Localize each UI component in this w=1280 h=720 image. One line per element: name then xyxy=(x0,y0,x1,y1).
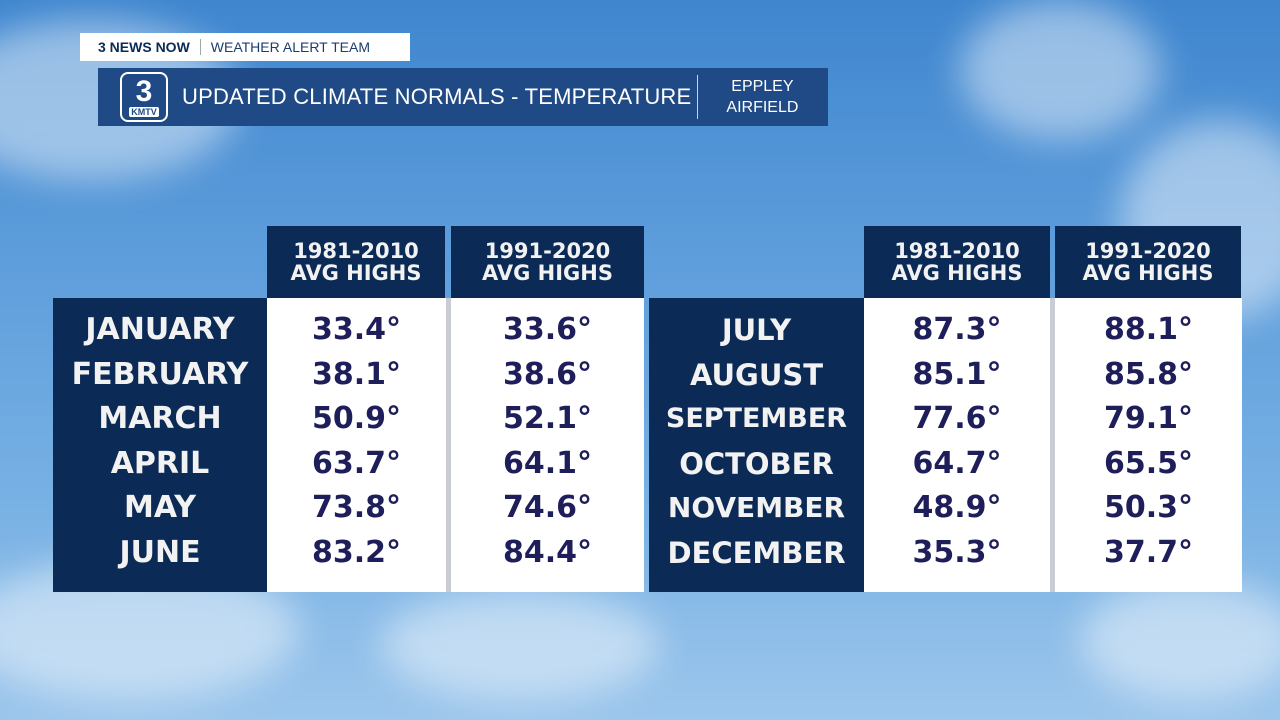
header-line: 1991-2020 xyxy=(484,239,611,263)
title-bar: 3 KMTV UPDATED CLIMATE NORMALS - TEMPERAT… xyxy=(98,68,828,126)
month-label: SEPTEMBER xyxy=(665,403,848,434)
value-cell: 74.6° xyxy=(502,490,593,525)
header-1991-2020-left: 1991-2020 AVG HIGHS xyxy=(451,226,644,298)
location-line: AIRFIELD xyxy=(726,99,799,116)
month-label: JULY xyxy=(721,313,792,347)
months-column-left: JANUARY FEBRUARY MARCH APRIL MAY JUNE xyxy=(53,298,267,592)
page-title: UPDATED CLIMATE NORMALS - TEMPERATURE xyxy=(182,84,692,109)
value-cell: 50.9° xyxy=(311,401,402,436)
value-cell: 85.8° xyxy=(1103,356,1194,392)
month-label: DECEMBER xyxy=(667,535,846,570)
header-1991-2020-right: 1991-2020 AVG HIGHS xyxy=(1055,226,1241,298)
values-1981-2010-left: 33.4° 38.1° 50.9° 63.7° 73.8° 83.2° xyxy=(267,298,446,592)
header-line: AVG HIGHS xyxy=(482,261,613,285)
month-label: NOVEMBER xyxy=(667,491,846,524)
value-cell: 37.7° xyxy=(1103,534,1194,570)
value-cell: 64.7° xyxy=(912,445,1002,481)
header-line: 1981-2010 xyxy=(894,239,1020,263)
value-cell: 35.3° xyxy=(912,534,1002,570)
value-cell: 88.1° xyxy=(1103,312,1194,347)
news-banner: 3 NEWS NOW WEATHER ALERT TEAM xyxy=(80,33,410,61)
value-cell: 52.1° xyxy=(502,401,593,436)
value-cell: 85.1° xyxy=(912,356,1002,392)
logo-callsign: KMTV xyxy=(129,107,159,117)
header-line: AVG HIGHS xyxy=(1082,261,1214,285)
column-divider xyxy=(446,298,451,592)
month-label: OCTOBER xyxy=(679,446,834,481)
month-label: AUGUST xyxy=(689,357,824,392)
value-cell: 79.1° xyxy=(1103,401,1194,436)
values-1991-2020-left: 33.6° 38.6° 52.1° 64.1° 74.6° 84.4° xyxy=(451,298,644,592)
month-label: FEBRUARY xyxy=(71,356,249,392)
month-label: JUNE xyxy=(119,534,201,570)
header-line: AVG HIGHS xyxy=(290,261,422,285)
value-cell: 84.4° xyxy=(502,534,593,570)
header-line: 1991-2020 xyxy=(1085,239,1211,263)
month-label: APRIL xyxy=(110,445,210,481)
logo-number: 3 xyxy=(135,75,153,108)
value-cell: 48.9° xyxy=(912,490,1002,525)
month-label: JANUARY xyxy=(85,312,235,347)
team-label: WEATHER ALERT TEAM xyxy=(210,39,371,55)
divider xyxy=(697,75,699,119)
value-cell: 38.1° xyxy=(311,356,402,392)
value-cell: 33.4° xyxy=(311,312,402,347)
cloud xyxy=(380,590,660,700)
header-line: AVG HIGHS xyxy=(891,261,1023,285)
value-cell: 83.2° xyxy=(311,534,402,570)
value-cell: 73.8° xyxy=(311,490,402,525)
brand-label: 3 NEWS NOW xyxy=(98,39,190,55)
cloud xyxy=(960,0,1160,140)
value-cell: 77.6° xyxy=(912,401,1002,436)
value-cell: 63.7° xyxy=(311,445,402,481)
months-column-right: JULY AUGUST SEPTEMBER OCTOBER NOVEMBER D… xyxy=(649,298,864,592)
cloud xyxy=(1080,580,1280,700)
kmtv-logo: 3 KMTV xyxy=(120,72,168,122)
month-label: MARCH xyxy=(98,401,222,436)
values-1991-2020-right: 88.1° 85.8° 79.1° 65.5° 50.3° 37.7° xyxy=(1055,298,1242,592)
value-cell: 50.3° xyxy=(1103,490,1194,525)
divider xyxy=(199,39,201,55)
column-divider xyxy=(1050,298,1055,592)
header-1981-2010-left: 1981-2010 AVG HIGHS xyxy=(267,226,445,298)
header-line: 1981-2010 xyxy=(293,239,419,263)
value-cell: 33.6° xyxy=(502,312,593,347)
month-label: MAY xyxy=(124,490,196,525)
location-line: EPPLEY xyxy=(731,78,794,95)
value-cell: 87.3° xyxy=(912,312,1002,347)
value-cell: 64.1° xyxy=(502,445,593,481)
header-1981-2010-right: 1981-2010 AVG HIGHS xyxy=(864,226,1050,298)
value-cell: 65.5° xyxy=(1103,445,1194,481)
values-1981-2010-right: 87.3° 85.1° 77.6° 64.7° 48.9° 35.3° xyxy=(864,298,1050,592)
value-cell: 38.6° xyxy=(502,356,593,392)
location: EPPLEY AIRFIELD xyxy=(726,76,798,118)
